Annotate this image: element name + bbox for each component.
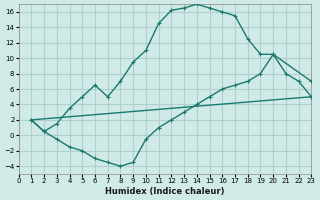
X-axis label: Humidex (Indice chaleur): Humidex (Indice chaleur) <box>105 187 225 196</box>
